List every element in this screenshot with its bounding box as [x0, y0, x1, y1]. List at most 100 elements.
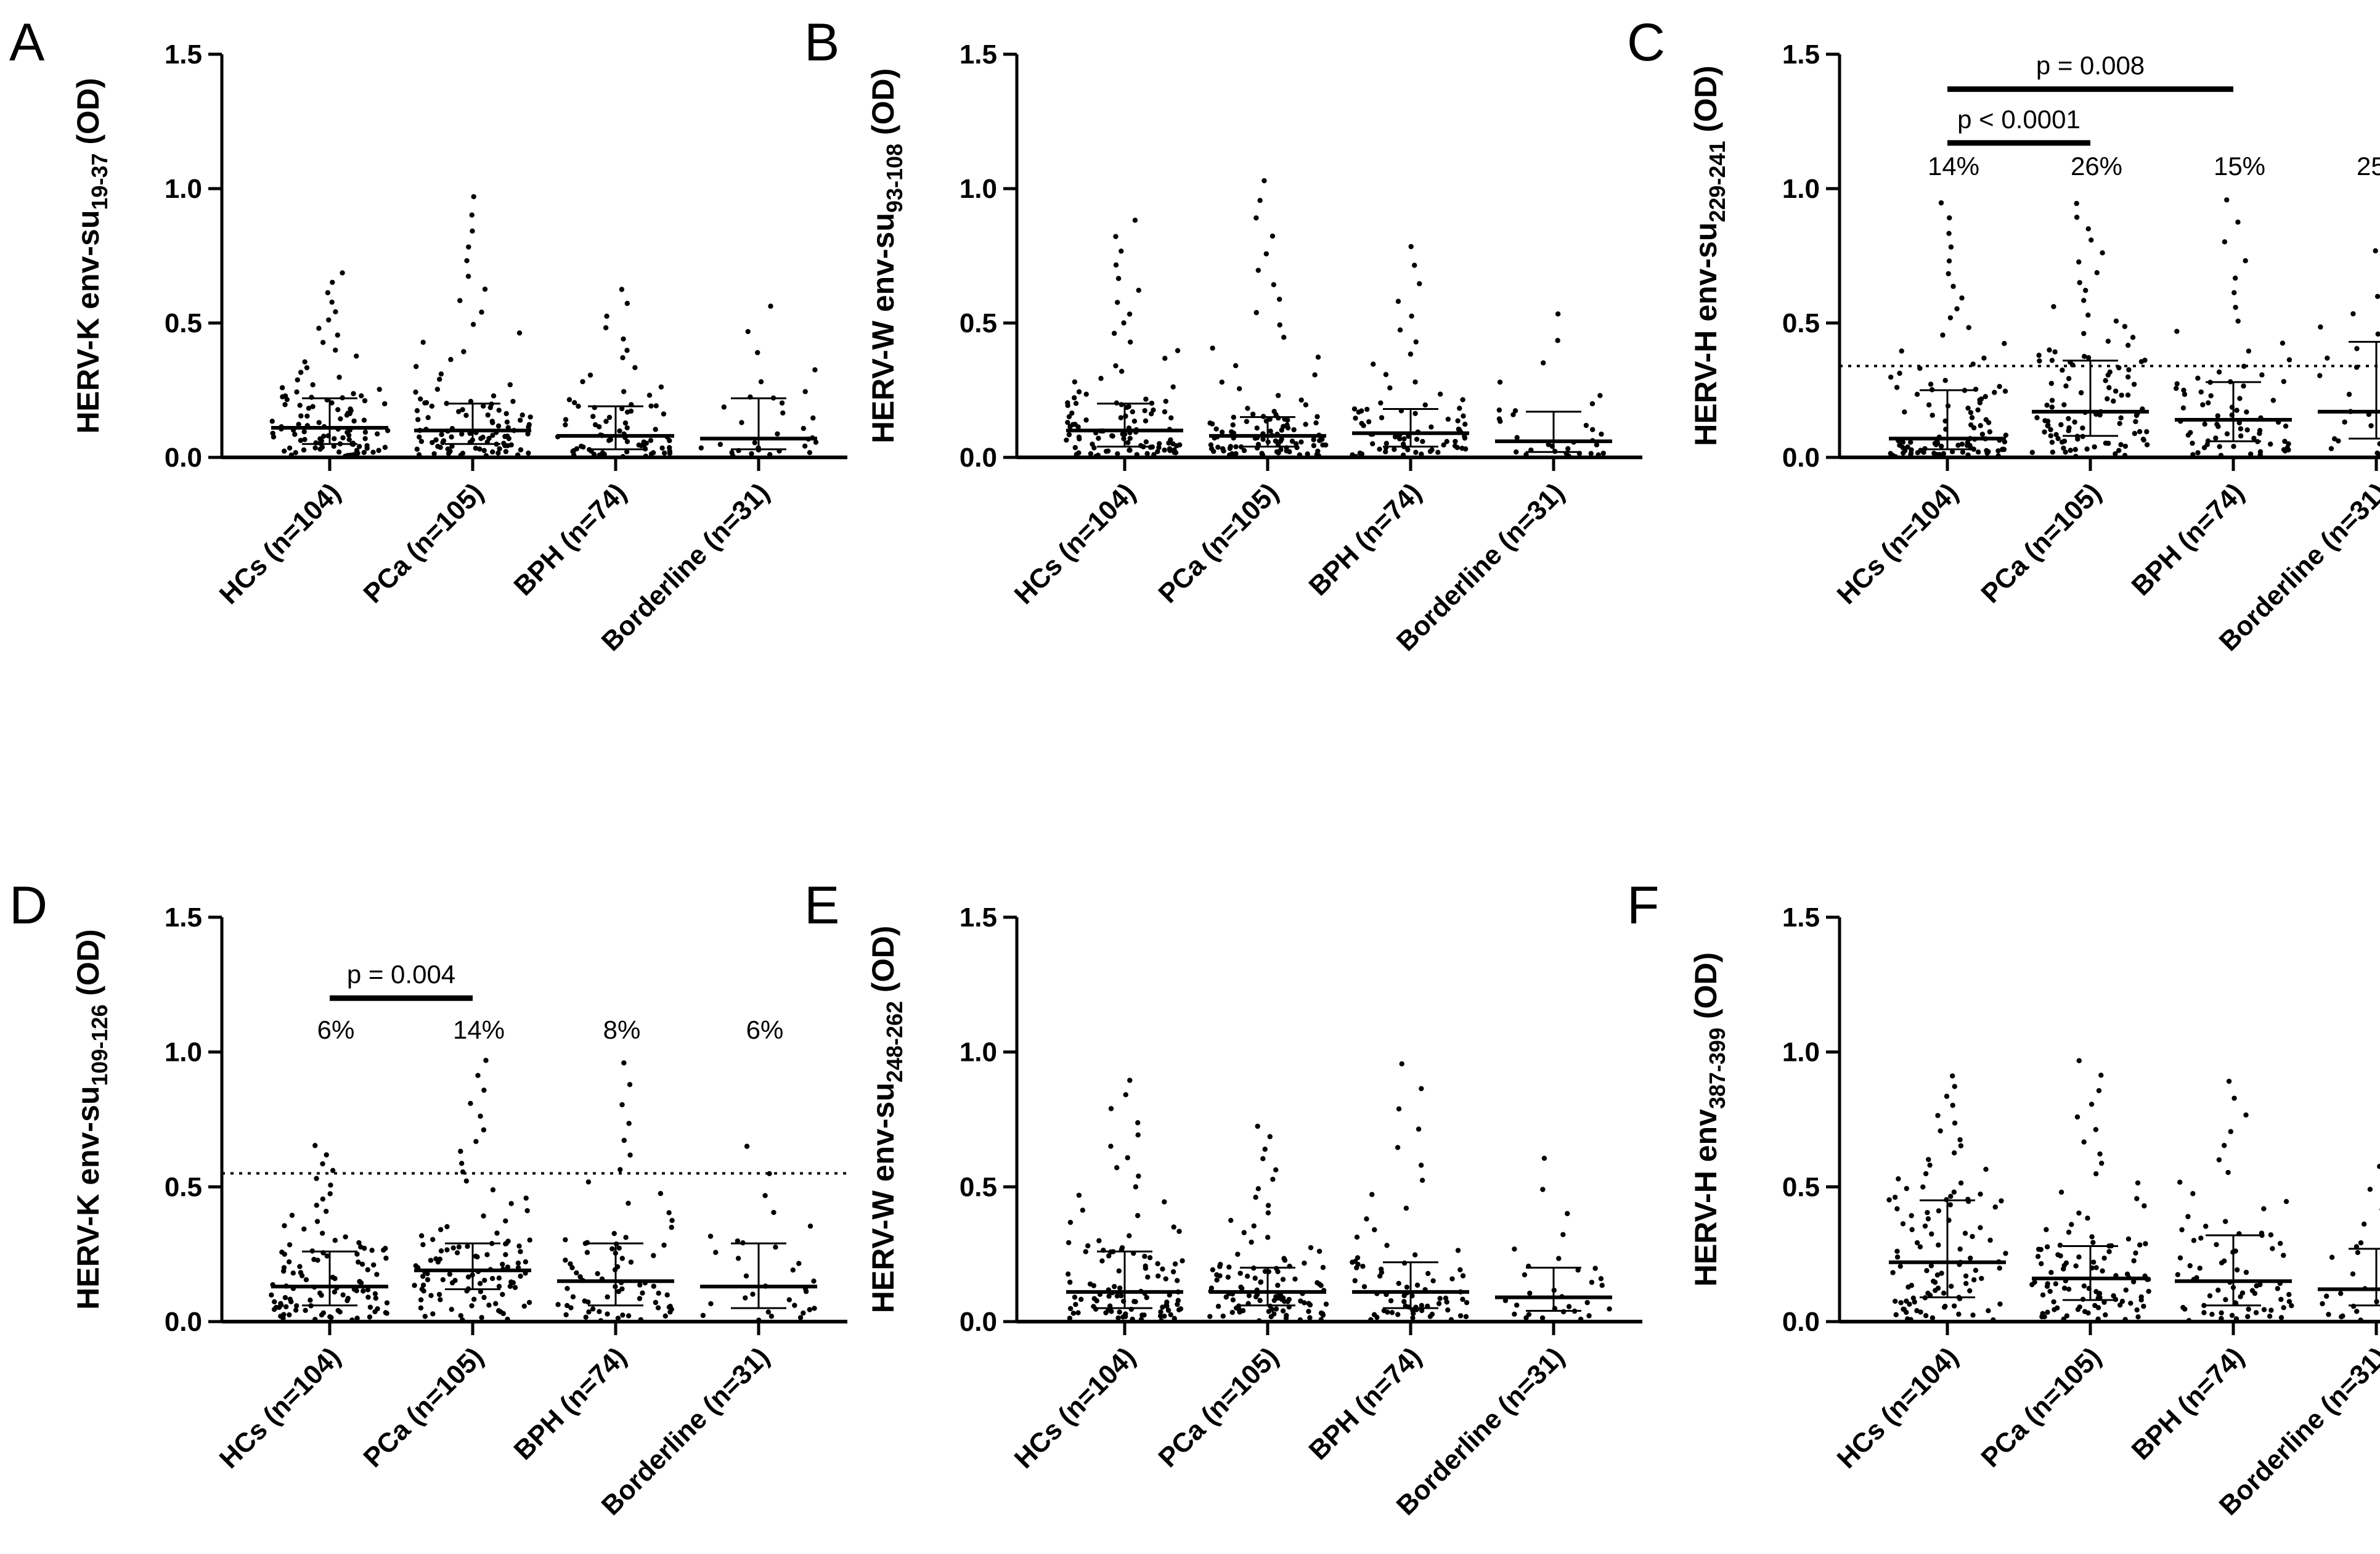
- data-point: [1586, 1313, 1592, 1319]
- data-point: [417, 434, 422, 440]
- data-point: [1364, 406, 1370, 412]
- data-point: [2216, 1157, 2222, 1163]
- data-point: [2215, 1287, 2221, 1293]
- percentage-label: 15%: [2214, 152, 2265, 181]
- data-point: [1441, 442, 1446, 448]
- data-point: [1893, 1298, 1898, 1304]
- data-point: [306, 406, 312, 411]
- data-point: [2342, 419, 2347, 425]
- data-point: [1091, 1296, 1098, 1301]
- data-point: [1066, 431, 1072, 438]
- data-point: [2044, 1244, 2050, 1249]
- data-point: [616, 1245, 622, 1251]
- data-point: [2195, 375, 2201, 381]
- data-point: [441, 438, 447, 444]
- data-point: [2063, 383, 2069, 389]
- x-category-label: HCs (n=104): [1009, 1341, 1141, 1474]
- data-point: [1497, 379, 1503, 385]
- data-point: [1422, 402, 1428, 408]
- data-point: [1121, 320, 1127, 326]
- data-point: [2354, 1309, 2360, 1314]
- data-point: [1147, 1255, 1153, 1261]
- data-point: [1238, 1284, 1244, 1290]
- data-point: [1981, 355, 1987, 361]
- data-point: [415, 417, 421, 422]
- data-point: [1230, 1297, 1236, 1302]
- data-point: [1095, 452, 1101, 458]
- data-point: [1926, 402, 1932, 408]
- data-point: [627, 1082, 633, 1087]
- data-point: [425, 1277, 431, 1283]
- data-point: [2125, 342, 2131, 348]
- data-point: [1383, 372, 1389, 377]
- data-point: [2221, 1143, 2227, 1148]
- data-point: [1069, 411, 1075, 416]
- data-point: [2113, 318, 2119, 324]
- y-tick-label: 0.0: [960, 443, 997, 473]
- data-point: [1311, 443, 1317, 449]
- data-point: [2270, 398, 2276, 403]
- data-point: [490, 433, 495, 438]
- data-point: [2044, 403, 2050, 408]
- data-point: [429, 403, 435, 409]
- data-point: [1400, 452, 1406, 458]
- data-point: [281, 1312, 287, 1317]
- data-point: [1241, 448, 1247, 454]
- data-point: [1997, 1266, 2002, 1271]
- data-point: [1405, 447, 1411, 452]
- data-point: [489, 1275, 495, 1282]
- data-point: [1401, 1299, 1407, 1304]
- data-point: [418, 1305, 424, 1311]
- data-point: [1949, 449, 1955, 455]
- data-point: [2325, 355, 2330, 361]
- data-point: [331, 443, 337, 449]
- y-tick-label: 0.5: [960, 308, 997, 338]
- data-point: [1555, 311, 1561, 317]
- data-point: [771, 1209, 776, 1216]
- data-point: [2194, 1275, 2199, 1281]
- data-point: [470, 322, 476, 327]
- data-point: [486, 1302, 492, 1308]
- data-point: [2206, 400, 2211, 406]
- data-point: [1457, 1267, 1463, 1273]
- data-point: [750, 1291, 756, 1297]
- data-point: [2061, 1316, 2066, 1322]
- data-point: [523, 1259, 529, 1265]
- data-point: [1983, 394, 1988, 399]
- data-point: [1359, 408, 1364, 414]
- data-point: [2346, 391, 2352, 397]
- data-point: [1151, 452, 1157, 457]
- data-point: [1072, 395, 1077, 401]
- data-point: [762, 1193, 768, 1198]
- data-point: [477, 446, 483, 452]
- data-point: [2119, 392, 2124, 398]
- data-point: [2201, 1310, 2207, 1315]
- data-point: [497, 446, 502, 452]
- x-category-label: HCs (n=104): [1832, 477, 1964, 610]
- data-point: [620, 454, 626, 459]
- data-point: [1210, 1267, 1216, 1273]
- data-point: [1123, 1092, 1128, 1098]
- x-category-label: PCa (n=105): [357, 1341, 489, 1473]
- data-point: [287, 445, 293, 451]
- data-point: [1995, 448, 2001, 454]
- data-point: [2053, 1281, 2059, 1286]
- data-point: [2044, 1227, 2049, 1232]
- data-points: [1064, 218, 1183, 459]
- data-point: [1437, 391, 1443, 397]
- data-point: [1298, 1298, 1303, 1304]
- data-point: [356, 1240, 362, 1246]
- data-point: [367, 1304, 373, 1310]
- data-points: [413, 194, 533, 459]
- data-point: [495, 1308, 502, 1314]
- data-point: [479, 1315, 484, 1320]
- data-point: [460, 407, 465, 412]
- data-point: [417, 396, 423, 402]
- data-point: [292, 431, 298, 437]
- data-point: [1445, 1307, 1451, 1313]
- data-point: [414, 446, 420, 452]
- data-point: [1361, 1284, 1367, 1290]
- data-point: [1076, 389, 1082, 395]
- data-point: [1917, 366, 1923, 371]
- data-point: [1307, 1315, 1313, 1320]
